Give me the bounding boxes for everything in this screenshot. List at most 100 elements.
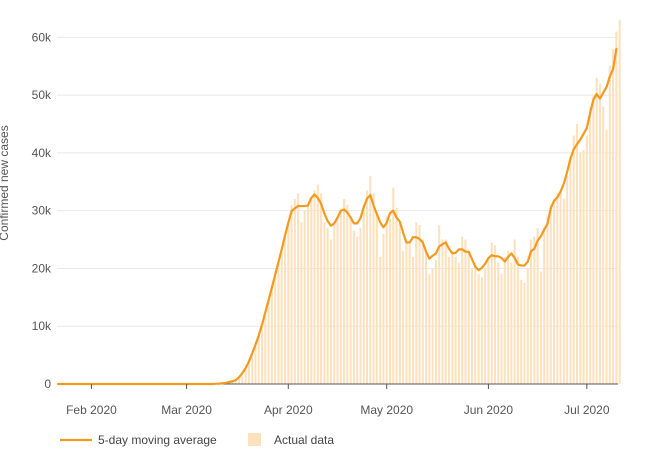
y-tick-label: 40k (32, 146, 52, 160)
actual-data-bar (553, 199, 556, 384)
actual-data-bar (320, 193, 323, 384)
actual-data-bar (500, 274, 503, 384)
actual-data-bar (467, 251, 470, 384)
actual-data-bar (323, 222, 326, 384)
actual-data-bar (441, 239, 444, 384)
actual-data-bar (474, 262, 477, 384)
actual-data-bar (582, 150, 585, 384)
actual-data-bar (503, 256, 506, 384)
actual-data-bar (343, 199, 346, 384)
actual-data-bar (402, 251, 405, 384)
x-tick-label: Apr 2020 (264, 403, 313, 417)
moving-average-line (57, 47, 618, 386)
actual-data-bar (618, 20, 621, 384)
actual-data-bar (539, 271, 542, 384)
actual-data-bar (385, 216, 388, 384)
x-tick-label: Jun 2020 (464, 403, 514, 417)
actual-data-bar (428, 274, 431, 384)
actual-data-bar (244, 368, 247, 384)
actual-data-bar (510, 262, 513, 384)
actual-data-bar (316, 184, 319, 384)
x-tick-label: Mar 2020 (161, 403, 212, 417)
actual-data-bar (369, 176, 372, 384)
actual-data-bar (231, 381, 234, 384)
actual-data-bar (254, 346, 257, 384)
actual-data-bar (530, 239, 533, 384)
actual-data-bar (615, 31, 618, 385)
actual-data-bar (566, 176, 569, 384)
actual-data-bar (470, 268, 474, 384)
actual-data-bar (349, 216, 352, 384)
y-tick-label: 10k (32, 319, 52, 333)
actual-data-bar (372, 193, 375, 384)
actual-data-bar (388, 219, 391, 384)
x-axis-ticks: Feb 2020 Mar 2020 Apr 2020 May 2020 Jun 2020… (66, 384, 610, 417)
actual-data-bar (507, 251, 510, 384)
actual-data-bar (306, 204, 309, 384)
actual-data-bar (464, 239, 467, 384)
actual-data-bar (451, 251, 454, 384)
y-axis-ticks: 0 10k 20k 30k 40k 50k 60k (32, 30, 52, 391)
actual-data-bar (336, 216, 339, 384)
actual-data-bar (264, 314, 267, 384)
actual-data-bar (234, 380, 237, 384)
actual-data-bar (579, 152, 582, 384)
actual-data-bar (598, 83, 601, 384)
actual-data-bar (280, 251, 283, 384)
actual-data-bar (274, 274, 277, 384)
actual-data-bar (392, 187, 395, 384)
actual-data-bar (497, 262, 500, 384)
actual-data-bar (405, 239, 408, 384)
actual-data-bar (329, 239, 332, 384)
actual-data-bar (238, 378, 241, 384)
x-tick-label: Feb 2020 (66, 403, 117, 417)
actual-data-bar (270, 285, 273, 384)
actual-data-bar (326, 228, 329, 384)
actual-data-bar (362, 204, 365, 384)
actual-data-bar (366, 190, 369, 384)
actual-data-bar (379, 256, 382, 384)
legend-label-actual-data: Actual data (274, 433, 334, 447)
y-axis-title: Confirmed new cases (0, 125, 11, 240)
actual-data-bar (241, 376, 244, 384)
actual-data-bar (352, 230, 355, 384)
actual-data-bar (575, 124, 578, 384)
actual-data-bar (549, 204, 552, 384)
y-tick-label: 20k (32, 261, 52, 275)
actual-data-bar (569, 158, 572, 384)
actual-data-bar (589, 106, 592, 385)
actual-data-bar (480, 277, 483, 384)
actual-data-bar (411, 256, 414, 384)
actual-data-bar (562, 199, 565, 384)
actual-data-bar (513, 239, 516, 384)
actual-data-bar (490, 242, 493, 384)
actual-data-bar (448, 256, 451, 384)
actual-data-bar (533, 236, 536, 384)
actual-data-bar (418, 225, 421, 384)
actual-data-bar (454, 256, 457, 384)
actual-data-bar (612, 48, 615, 384)
actual-data-bar (608, 66, 611, 384)
actual-data-bar (434, 259, 437, 384)
actual-data-bar (346, 204, 349, 384)
actual-data-bar (421, 239, 424, 384)
actual-data-bar (247, 360, 250, 384)
actual-data-bar (457, 262, 460, 384)
actual-data-bar (277, 262, 280, 384)
y-tick-label: 50k (32, 88, 52, 102)
actual-data-bar (356, 236, 359, 384)
actual-data-bar (487, 256, 490, 384)
actual-data-bar (303, 210, 306, 384)
actual-data-bar (283, 236, 287, 384)
actual-data-bar (431, 268, 434, 384)
actual-data-bar (559, 190, 562, 384)
actual-data-bar (543, 228, 546, 384)
actual-data-bar (300, 222, 303, 384)
actual-data-bar (526, 268, 529, 384)
y-tick-label: 0 (44, 377, 51, 391)
actual-data-bar (516, 256, 519, 384)
actual-data-bar (438, 225, 441, 384)
actual-data-bar (605, 129, 608, 384)
actual-data-bar (395, 207, 398, 384)
